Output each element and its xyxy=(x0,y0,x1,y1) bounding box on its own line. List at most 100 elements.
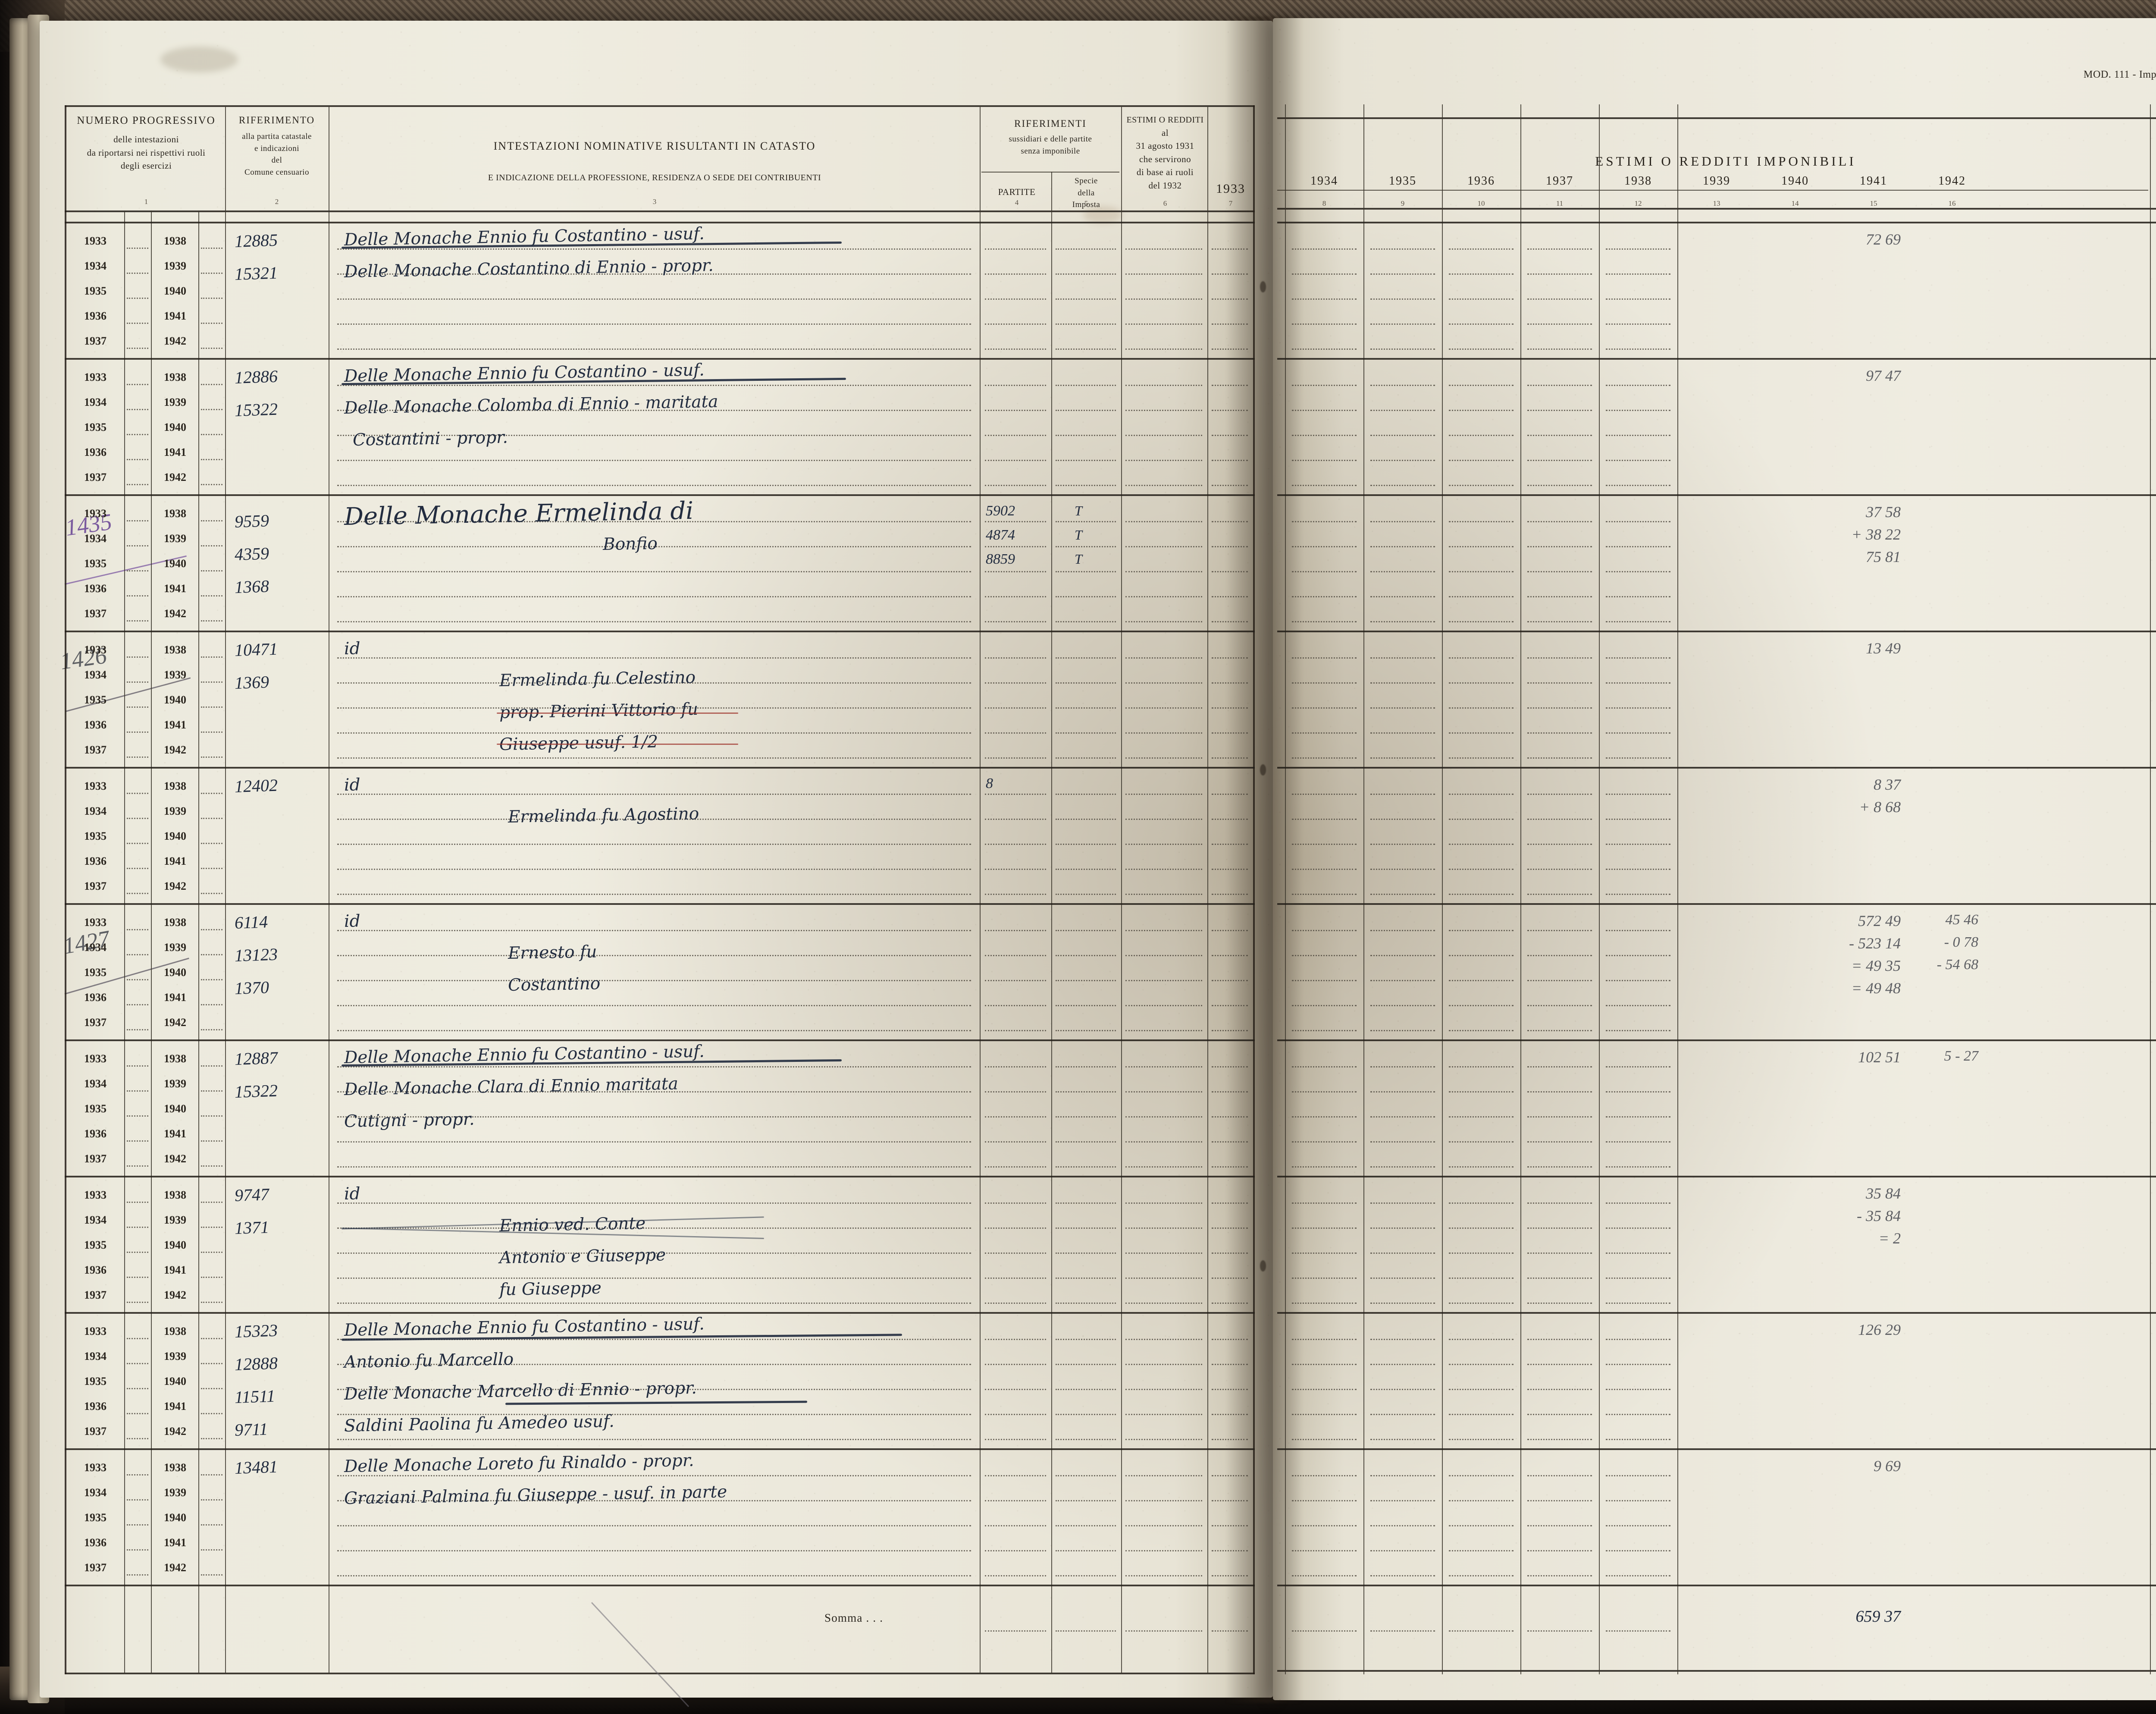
dot-fill xyxy=(985,410,1046,411)
dot-fill xyxy=(1125,1364,1202,1365)
writing-guide-line xyxy=(337,1439,971,1440)
dot-fill xyxy=(1056,1500,1116,1501)
intestazione-name: Delle Monache Clara di Ennio maritata xyxy=(344,1074,679,1099)
colnum-6: 6 xyxy=(1163,199,1167,207)
dot-fill xyxy=(1056,1439,1116,1440)
dot-fill xyxy=(201,1115,222,1117)
writing-guide-line xyxy=(337,1005,971,1006)
intestazione-name: Antonio fu Marcello xyxy=(344,1350,514,1372)
dot-fill xyxy=(1292,732,1357,734)
dot-fill xyxy=(1527,521,1592,522)
block-divider-left xyxy=(65,358,1255,360)
book-gutter-shadow xyxy=(1225,16,1303,1703)
dot-fill xyxy=(985,1166,1046,1168)
dot-fill xyxy=(127,793,148,794)
imponibile-1941-value: = 2 xyxy=(1878,1230,1901,1247)
dot-fill xyxy=(1606,930,1670,931)
dot-fill xyxy=(985,844,1046,845)
year-right-1938: 1938 xyxy=(164,916,186,929)
dot-fill xyxy=(985,930,1046,931)
dot-fill xyxy=(1527,1141,1592,1143)
writing-guide-line xyxy=(337,1227,971,1229)
year-left-1937: 1937 xyxy=(84,335,107,347)
dot-fill xyxy=(1056,1303,1116,1304)
dot-fill xyxy=(1125,621,1202,622)
dot-fill xyxy=(1056,1550,1116,1551)
year-right-1940: 1940 xyxy=(164,966,186,979)
year-right-1941: 1941 xyxy=(164,310,186,322)
dot-fill xyxy=(1212,1166,1248,1168)
dot-fill xyxy=(1125,1202,1202,1204)
dot-fill xyxy=(1449,571,1514,572)
dot-fill xyxy=(1212,819,1248,820)
dot-fill xyxy=(1292,819,1357,820)
dot-fill xyxy=(985,385,1046,386)
dot-fill xyxy=(1056,485,1116,486)
year-right-1942: 1942 xyxy=(164,1016,186,1029)
year-left-1934: 1934 xyxy=(84,1077,107,1090)
dot-fill xyxy=(127,434,148,435)
sep-col1-col2 xyxy=(225,107,226,1673)
dot-fill xyxy=(1056,273,1116,275)
dot-fill xyxy=(201,595,222,596)
dot-fill xyxy=(1292,1439,1357,1440)
imponibile-1941-value: + 38 22 xyxy=(1851,526,1901,543)
header-partite: PARTITE xyxy=(998,187,1036,197)
riferimento-value: 15321 xyxy=(234,263,278,284)
year-left-1935: 1935 xyxy=(84,557,107,570)
dot-fill xyxy=(201,731,222,733)
dot-fill xyxy=(1606,485,1670,486)
dot-fill xyxy=(1606,1091,1670,1092)
dot-fill xyxy=(1449,955,1514,956)
imponibile-1941-value: = 49 35 xyxy=(1851,957,1901,974)
dot-fill xyxy=(1606,819,1670,820)
dot-fill xyxy=(1606,385,1670,386)
dot-fill xyxy=(1449,1414,1514,1415)
dot-fill xyxy=(1370,844,1435,845)
riferimento-value: 15322 xyxy=(234,1080,278,1102)
dot-fill xyxy=(1527,1227,1592,1229)
imponibile-1942-value: - 0 78 xyxy=(1944,934,1978,950)
dot-fill xyxy=(1606,621,1670,622)
dot-fill xyxy=(1292,1339,1357,1340)
table-right-border-left-page xyxy=(1253,105,1255,1674)
dot-fill xyxy=(1527,1630,1592,1632)
dot-fill xyxy=(127,409,148,410)
year-left-1935: 1935 xyxy=(84,1375,107,1388)
dot-fill xyxy=(1370,1227,1435,1229)
dot-fill xyxy=(1292,757,1357,759)
year-left-1933: 1933 xyxy=(84,1052,107,1065)
dot-fill xyxy=(201,434,222,435)
dot-fill xyxy=(1292,1475,1357,1476)
dot-fill xyxy=(1370,521,1435,522)
dot-fill xyxy=(1212,621,1248,622)
dot-fill xyxy=(201,793,222,794)
dot-fill xyxy=(1125,1116,1202,1118)
writing-guide-line xyxy=(337,930,971,931)
dot-fill xyxy=(1449,1166,1514,1168)
dot-fill xyxy=(201,520,222,521)
dot-fill xyxy=(1056,1227,1116,1229)
dot-fill xyxy=(201,1140,222,1142)
dot-fill xyxy=(1449,1475,1514,1476)
intestazione-name: Saldini Paolina fu Amedeo usuf. xyxy=(344,1412,614,1436)
dot-fill xyxy=(1449,1005,1514,1006)
dot-fill xyxy=(1125,460,1202,461)
dot-fill xyxy=(127,868,148,869)
dot-fill xyxy=(1370,298,1435,300)
dot-fill xyxy=(1292,348,1357,350)
block-divider-right xyxy=(1277,903,2156,905)
year-right-1941: 1941 xyxy=(164,446,186,458)
year-right-1941: 1941 xyxy=(164,1264,186,1276)
year-right-1942: 1942 xyxy=(164,1425,186,1438)
somma-1941-value: 659 37 xyxy=(1855,1607,1901,1626)
writing-guide-line xyxy=(337,1278,971,1279)
dot-fill xyxy=(1370,1005,1435,1006)
dot-fill xyxy=(1125,1389,1202,1390)
year-left-1935: 1935 xyxy=(84,1511,107,1524)
riferimento-value: 9711 xyxy=(234,1419,268,1440)
year-right-1939: 1939 xyxy=(164,532,186,545)
dot-fill xyxy=(1449,435,1514,436)
dot-fill xyxy=(201,273,222,274)
dot-fill xyxy=(127,273,148,274)
